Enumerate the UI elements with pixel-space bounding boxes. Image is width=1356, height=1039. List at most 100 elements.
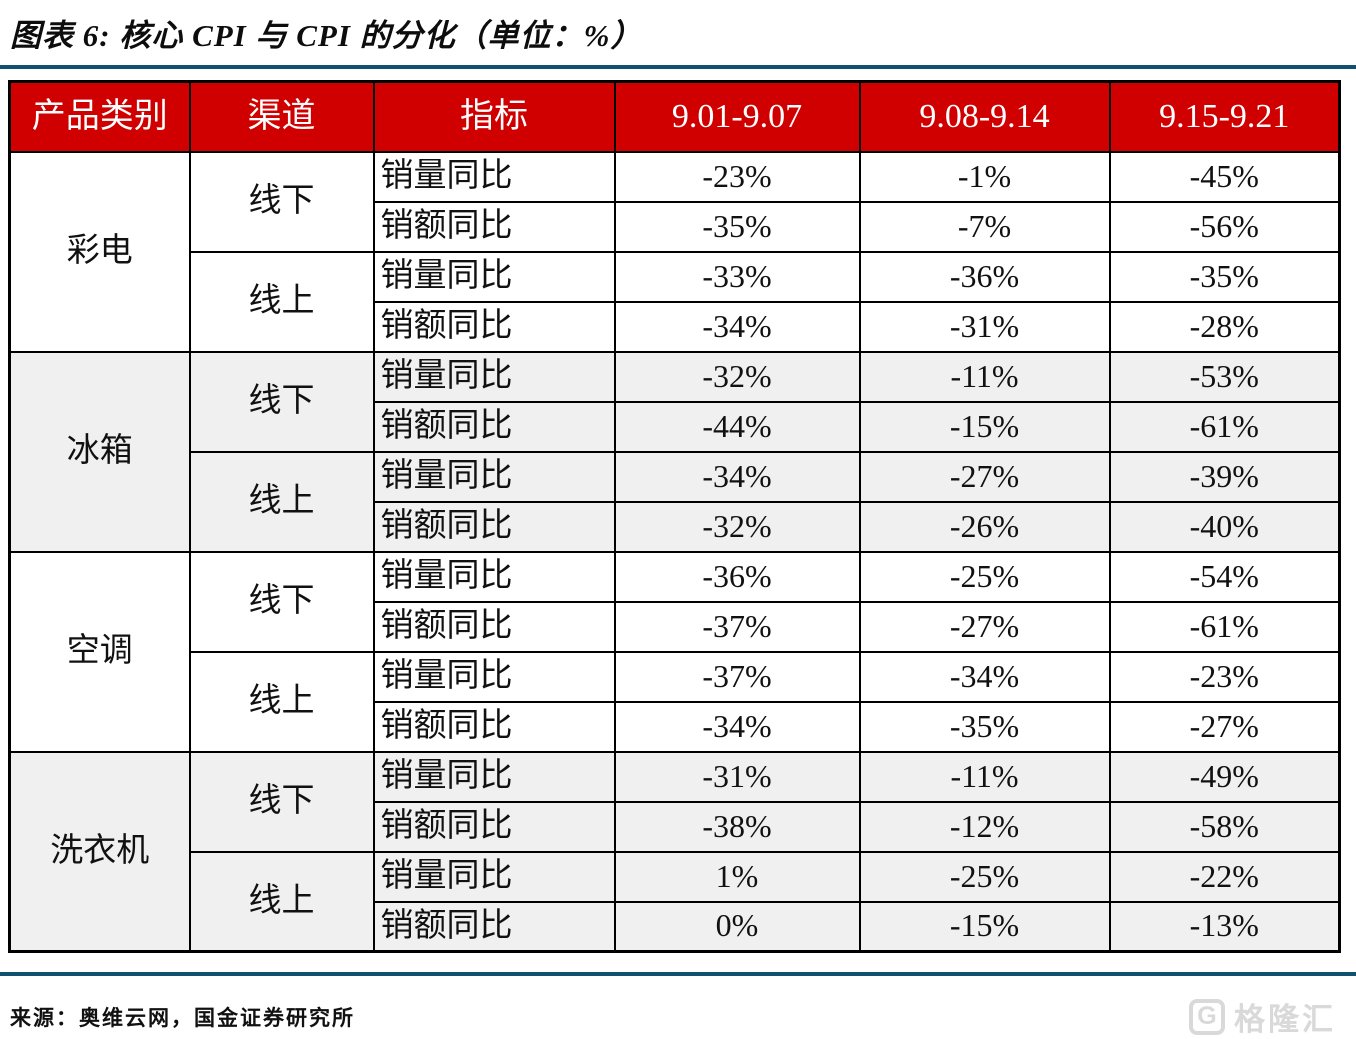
- indicator-cell: 销量同比: [372, 150, 616, 203]
- value-cell: -32%: [613, 500, 861, 553]
- col-header-week1: 9.01-9.07: [613, 80, 861, 153]
- product-cell: 空调: [8, 550, 191, 753]
- figure-title: 图表 6: 核心 CPI 与 CPI 的分化（单位：%）: [10, 18, 643, 53]
- value-cell: -32%: [613, 350, 861, 403]
- value-cell: -27%: [858, 450, 1111, 503]
- value-cell: -15%: [858, 900, 1111, 953]
- table-row: 线上 销量同比 -33% -36% -35%: [10, 250, 1341, 353]
- value-cell: -11%: [858, 350, 1111, 403]
- value-cell: -1%: [858, 150, 1111, 203]
- table-row: 销额同比 -32% -26% -40%: [10, 500, 1341, 553]
- value-cell: -37%: [613, 650, 861, 703]
- indicator-cell: 销额同比: [372, 300, 616, 353]
- source-note: 来源：奥维云网，国金证券研究所: [10, 1005, 355, 1030]
- value-cell: -34%: [613, 700, 861, 753]
- indicator-cell: 销量同比: [372, 750, 616, 803]
- value-cell: -35%: [1108, 250, 1341, 303]
- gelonghui-logo-icon: G: [1189, 998, 1225, 1035]
- table-row: 销额同比 -34% -31% -28%: [10, 300, 1341, 353]
- table-row: 冰箱 线下 销量同比 -32% -11% -53%: [8, 350, 1341, 553]
- value-cell: -54%: [1108, 550, 1341, 603]
- gelonghui-watermark: G 格隆汇: [1189, 994, 1336, 1039]
- value-cell: -11%: [858, 750, 1111, 803]
- watermark-text: 格隆汇: [1234, 1002, 1336, 1037]
- indicator-cell: 销量同比: [372, 450, 616, 503]
- value-cell: -35%: [858, 700, 1111, 753]
- value-cell: -28%: [1108, 300, 1341, 353]
- indicator-cell: 销量同比: [372, 850, 616, 903]
- channel-cell: 线下: [188, 150, 375, 253]
- indicator-cell: 销量同比: [372, 350, 616, 403]
- table-row: 销额同比 -37% -27% -61%: [10, 600, 1341, 653]
- value-cell: -49%: [1108, 750, 1341, 803]
- figure-footer: 来源：奥维云网，国金证券研究所 G 格隆汇: [8, 976, 1348, 1039]
- channel-cell: 线上: [188, 450, 375, 553]
- indicator-cell: 销额同比: [372, 800, 616, 853]
- value-cell: -22%: [1108, 850, 1341, 903]
- value-cell: -31%: [858, 300, 1111, 353]
- col-header-week2: 9.08-9.14: [858, 80, 1111, 153]
- channel-cell: 线下: [188, 350, 375, 453]
- indicator-cell: 销量同比: [372, 550, 616, 603]
- value-cell: -25%: [858, 550, 1111, 603]
- product-cell: 洗衣机: [8, 750, 191, 953]
- title-divider: [0, 65, 1356, 69]
- table-row: 销额同比 -35% -7% -56%: [10, 200, 1341, 253]
- indicator-cell: 销额同比: [372, 900, 616, 953]
- indicator-cell: 销额同比: [372, 500, 616, 553]
- indicator-cell: 销额同比: [372, 700, 616, 753]
- value-cell: -33%: [613, 250, 861, 303]
- col-header-channel: 渠道: [188, 80, 375, 153]
- table-row: 线上 销量同比 -37% -34% -23%: [10, 650, 1341, 753]
- value-cell: -36%: [613, 550, 861, 603]
- table-row: 彩电 线下 销量同比 -23% -1% -45%: [8, 150, 1341, 353]
- table-row: 洗衣机 线下 销量同比 -31% -11% -49%: [8, 750, 1341, 953]
- table-row: 销额同比 -34% -35% -27%: [10, 700, 1341, 753]
- value-cell: -45%: [1108, 150, 1341, 203]
- table-header-row: 产品类别 渠道 指标 9.01-9.07 9.08-9.14 9.15-9.21: [8, 80, 1341, 153]
- value-cell: -39%: [1108, 450, 1341, 503]
- indicator-cell: 销量同比: [372, 250, 616, 303]
- value-cell: -27%: [858, 600, 1111, 653]
- value-cell: -7%: [858, 200, 1111, 253]
- value-cell: 1%: [613, 850, 861, 903]
- channel-cell: 线上: [188, 850, 375, 953]
- value-cell: -13%: [1108, 900, 1341, 953]
- value-cell: -27%: [1108, 700, 1341, 753]
- product-cell: 冰箱: [8, 350, 191, 553]
- value-cell: -44%: [613, 400, 861, 453]
- value-cell: -31%: [613, 750, 861, 803]
- channel-cell: 线上: [188, 250, 375, 353]
- value-cell: -56%: [1108, 200, 1341, 253]
- value-cell: -53%: [1108, 350, 1341, 403]
- value-cell: -35%: [613, 200, 861, 253]
- table-row: 销额同比 -44% -15% -61%: [10, 400, 1341, 453]
- value-cell: -40%: [1108, 500, 1341, 553]
- data-table: 产品类别 渠道 指标 9.01-9.07 9.08-9.14 9.15-9.21…: [8, 80, 1341, 953]
- footer-divider: [0, 972, 1356, 976]
- table-row: 销额同比 0% -15% -13%: [10, 900, 1341, 953]
- indicator-cell: 销量同比: [372, 650, 616, 703]
- value-cell: -37%: [613, 600, 861, 653]
- channel-cell: 线上: [188, 650, 375, 753]
- value-cell: 0%: [613, 900, 861, 953]
- table-row: 线上 销量同比 -34% -27% -39%: [10, 450, 1341, 553]
- col-header-indicator: 指标: [372, 80, 616, 153]
- figure-header: 图表 6: 核心 CPI 与 CPI 的分化（单位：%）: [0, 6, 1356, 69]
- indicator-cell: 销额同比: [372, 400, 616, 453]
- value-cell: -15%: [858, 400, 1111, 453]
- col-header-week3: 9.15-9.21: [1108, 80, 1341, 153]
- value-cell: -34%: [613, 300, 861, 353]
- value-cell: -34%: [613, 450, 861, 503]
- value-cell: -34%: [858, 650, 1111, 703]
- table-row: 线上 销量同比 1% -25% -22%: [10, 850, 1341, 953]
- indicator-cell: 销额同比: [372, 600, 616, 653]
- value-cell: -23%: [1108, 650, 1341, 703]
- table-row: 空调 线下 销量同比 -36% -25% -54%: [8, 550, 1341, 753]
- table-row: 销额同比 -38% -12% -58%: [10, 800, 1341, 853]
- value-cell: -36%: [858, 250, 1111, 303]
- indicator-cell: 销额同比: [372, 200, 616, 253]
- product-cell: 彩电: [8, 150, 191, 353]
- value-cell: -58%: [1108, 800, 1341, 853]
- value-cell: -38%: [613, 800, 861, 853]
